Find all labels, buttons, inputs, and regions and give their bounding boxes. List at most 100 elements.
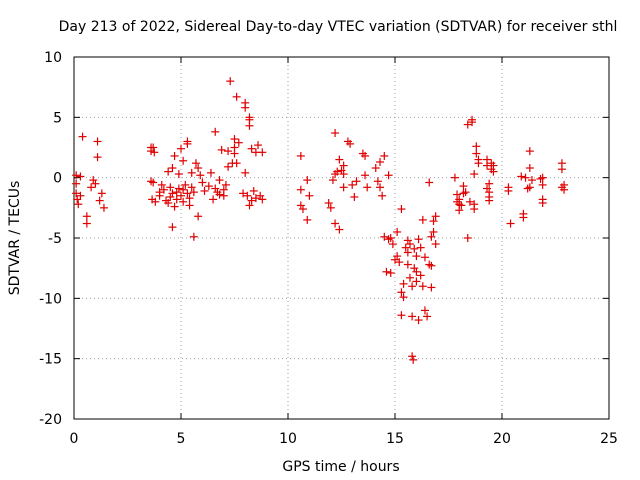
data-point	[373, 177, 382, 186]
data-point	[431, 240, 440, 249]
y-tick-label: -5	[48, 231, 62, 247]
data-point	[461, 188, 470, 197]
data-points	[72, 77, 569, 364]
data-point	[200, 186, 209, 195]
data-point	[76, 191, 85, 200]
data-point	[348, 180, 357, 189]
data-point	[328, 176, 337, 185]
data-point	[376, 183, 385, 192]
data-point	[170, 202, 179, 211]
data-point	[150, 148, 159, 157]
data-point	[87, 183, 96, 192]
data-point	[504, 186, 513, 195]
data-point	[164, 199, 173, 208]
data-point	[463, 234, 472, 242]
data-point	[397, 205, 406, 214]
data-point	[363, 183, 372, 192]
data-point	[412, 252, 421, 261]
y-tick-label: -10	[39, 291, 62, 307]
data-point	[93, 137, 102, 146]
data-point	[525, 183, 534, 192]
data-point	[418, 282, 427, 291]
data-point	[455, 195, 464, 204]
data-point	[483, 184, 492, 193]
data-point	[361, 171, 370, 180]
data-point	[155, 191, 164, 200]
data-point	[557, 165, 566, 174]
data-point	[350, 192, 359, 201]
data-point	[166, 183, 175, 192]
data-point	[386, 268, 395, 277]
data-point	[382, 267, 391, 276]
data-point	[326, 203, 335, 212]
data-point	[198, 178, 207, 187]
data-point	[185, 194, 194, 203]
data-point	[230, 149, 239, 158]
data-point	[234, 138, 243, 147]
data-point	[93, 153, 102, 162]
x-tick-label: 20	[493, 431, 511, 447]
data-point	[254, 141, 263, 150]
data-point	[408, 282, 417, 291]
data-point	[485, 179, 494, 188]
data-point	[232, 92, 241, 101]
data-point	[226, 77, 235, 86]
data-point	[371, 164, 380, 173]
data-point	[245, 121, 254, 130]
data-point	[403, 260, 412, 269]
data-point	[170, 151, 179, 160]
data-point	[523, 184, 532, 193]
data-point	[399, 279, 408, 288]
data-point	[453, 190, 462, 199]
data-point	[91, 179, 100, 188]
y-tick-label: -20	[39, 412, 62, 428]
data-point	[258, 148, 267, 157]
data-point	[337, 166, 346, 175]
data-point	[191, 159, 200, 168]
data-point	[339, 183, 348, 192]
data-point	[296, 151, 305, 160]
data-point	[194, 164, 203, 173]
data-point	[230, 135, 239, 144]
data-point	[335, 155, 344, 164]
data-point	[397, 288, 406, 297]
data-point	[183, 189, 192, 198]
data-point	[339, 170, 348, 179]
data-point	[224, 162, 233, 171]
data-point	[397, 311, 406, 320]
data-point	[455, 206, 464, 215]
data-point	[215, 176, 224, 185]
data-point	[459, 189, 468, 198]
data-point	[172, 195, 181, 204]
data-point	[346, 139, 355, 148]
data-point	[401, 243, 410, 252]
data-point	[416, 271, 425, 280]
data-point	[333, 167, 342, 176]
data-point	[380, 151, 389, 160]
data-point	[339, 161, 348, 170]
data-point	[431, 212, 440, 221]
data-point	[157, 180, 166, 189]
x-tick-label: 25	[600, 431, 618, 447]
data-point	[177, 191, 185, 200]
data-point	[187, 183, 196, 192]
data-point	[183, 137, 192, 146]
data-point	[472, 149, 481, 158]
data-point	[538, 180, 547, 189]
data-point	[521, 173, 530, 182]
data-point	[211, 127, 220, 136]
data-point	[425, 260, 434, 269]
x-tick-label: 10	[279, 431, 297, 447]
data-point	[149, 178, 158, 187]
y-tick-label: -15	[39, 352, 62, 368]
data-point	[380, 232, 389, 241]
data-point	[187, 168, 196, 177]
data-point	[408, 312, 417, 321]
data-point	[560, 185, 569, 194]
data-point	[189, 188, 198, 197]
y-tick-label: 0	[53, 171, 62, 187]
data-point	[465, 197, 474, 206]
data-point	[247, 196, 256, 205]
data-point	[82, 212, 91, 221]
